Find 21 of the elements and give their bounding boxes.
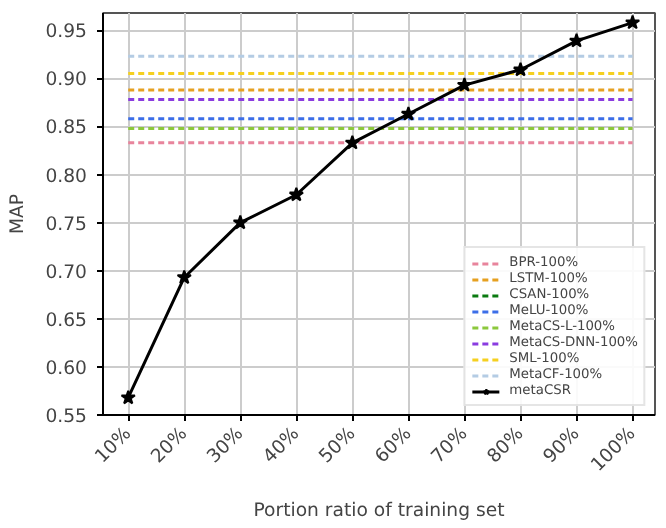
y-tick-label: 0.90 [45,69,88,92]
point [344,134,361,150]
point [176,269,192,285]
y-tick-label: 0.65 [45,309,88,332]
y-axis-title: MAP [7,193,30,235]
y-tick-label: 0.60 [45,357,88,380]
point [568,32,585,48]
y-tick-label: 0.95 [45,21,88,44]
point [456,77,473,92]
point [400,105,417,121]
y-tick-label: 0.85 [45,117,88,140]
point [120,389,136,405]
point [512,61,529,77]
y-tick-label: 0.70 [45,261,88,284]
y-tick-label: 0.80 [45,165,88,188]
point [288,186,304,202]
point [624,14,641,30]
x-axis-title: Portion ratio of training set [253,500,506,523]
y-tick-label: 0.55 [45,406,88,428]
point [232,214,248,230]
y-tick-label: 0.75 [45,213,88,236]
